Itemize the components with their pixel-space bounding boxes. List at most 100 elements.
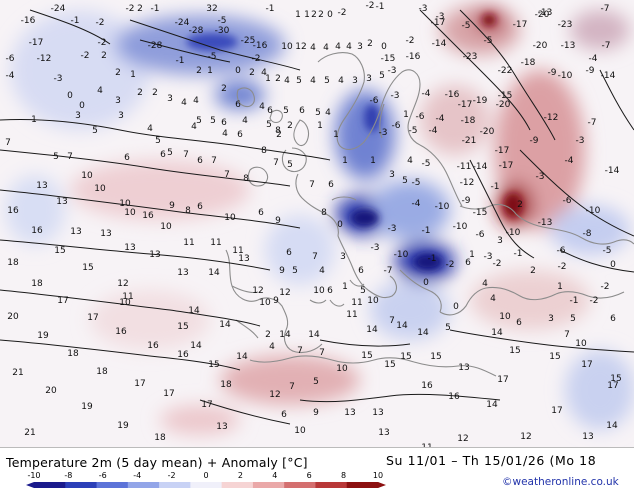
temperature-value-label: 3: [75, 111, 81, 121]
temperature-value-label: -17: [431, 18, 446, 28]
temperature-value-label: 7: [273, 158, 279, 168]
temperature-value-label: 1: [304, 10, 310, 20]
temperature-value-label: 14: [486, 400, 498, 410]
temperature-value-label: -1: [491, 182, 500, 192]
temperature-value-label: 8: [275, 126, 281, 136]
weather-map: -24 -2 2 -1 32 -1 1 1 2 2 0 -2 -2 -1 -3 -3 -13 -20 -7 -16 -1…: [0, 0, 634, 448]
temperature-value-label: 15: [610, 374, 621, 384]
temperature-value-label: -23: [463, 52, 478, 62]
temperature-value-label: 13: [344, 408, 355, 418]
temperature-value-label: 2: [152, 88, 158, 98]
temperature-value-label: 1: [130, 70, 136, 80]
temperature-value-label: 6: [327, 286, 333, 296]
temperature-value-label: -3: [391, 91, 400, 101]
temperature-value-label: 17: [163, 389, 174, 399]
temperature-value-label: 2: [287, 121, 293, 131]
value-labels: -24 -2 2 -1 32 -11 1 2 2 0 -2-2 -1 -3-3 -13-20-7-16 -1…: [5, 1, 622, 448]
temperature-value-label: 10: [336, 364, 348, 374]
temperature-value-label: 3: [115, 96, 121, 106]
temperature-value-label: -6: [557, 246, 566, 256]
temperature-value-label: 32: [206, 4, 217, 14]
colorbar-tick-label: 6: [307, 471, 312, 480]
temperature-value-label: 13: [458, 363, 469, 373]
temperature-value-label: -20: [533, 41, 548, 51]
temperature-value-label: 7: [183, 150, 189, 160]
temperature-value-label: 2: [115, 68, 121, 78]
temperature-value-label: 13: [582, 432, 593, 442]
temperature-value-label: 10: [281, 42, 293, 52]
temperature-value-label: 14: [417, 328, 429, 338]
temperature-value-label: -16: [253, 41, 268, 51]
temperature-value-label: 5: [196, 116, 202, 126]
temperature-value-label: 13: [177, 268, 188, 278]
temperature-value-label: -16: [406, 52, 421, 62]
colorbar-swatch: [96, 482, 129, 488]
temperature-value-label: 10: [575, 339, 587, 349]
temperature-value-label: 3: [167, 94, 173, 104]
temperature-value-label: 13: [238, 254, 249, 264]
temperature-value-label: -6: [563, 196, 572, 206]
temperature-value-label: -18: [461, 116, 476, 126]
temperature-value-label: 5: [313, 377, 319, 387]
legend-title: Temperature 2m (5 day mean) + Anomaly [°…: [6, 455, 308, 470]
temperature-value-label: 15: [509, 346, 520, 356]
temperature-value-label: 12: [295, 42, 306, 52]
temperature-value-label: -20: [535, 10, 550, 20]
temperature-value-label: -20: [480, 127, 495, 137]
temperature-value-label: -24: [175, 18, 190, 28]
temperature-value-label: -3: [371, 243, 380, 253]
temperature-value-label: 4: [97, 86, 103, 96]
temperature-value-label: -24: [51, 4, 66, 14]
temperature-value-label: -5: [603, 246, 612, 256]
temperature-value-label: 9: [273, 296, 279, 306]
colorbar-swatches: [26, 482, 386, 488]
temperature-value-label: 0: [79, 101, 85, 111]
temperature-value-label: 10: [313, 286, 325, 296]
temperature-value-label: 16: [7, 206, 19, 216]
temperature-value-label: 8: [261, 146, 267, 156]
temperature-value-label: 16: [147, 341, 159, 351]
temperature-value-label: 14: [188, 306, 200, 316]
temperature-value-label: -4: [565, 156, 574, 166]
temperature-value-label: 12: [252, 286, 263, 296]
temperature-value-label: -5: [208, 52, 217, 62]
temperature-value-label: 6: [299, 106, 305, 116]
temperature-value-label: 7: [319, 348, 325, 358]
colorbar-swatch: [34, 482, 66, 488]
temperature-value-label: 12: [457, 434, 468, 444]
temperature-value-label: 15: [208, 360, 219, 370]
temperature-value-label: 15: [549, 352, 560, 362]
temperature-value-label: -6: [6, 54, 15, 64]
temperature-value-label: 18: [154, 433, 166, 443]
temperature-value-label: 12: [117, 279, 128, 289]
temperature-value-label: -17: [29, 38, 44, 48]
temperature-value-label: 17: [551, 406, 562, 416]
temperature-value-label: -5: [462, 21, 471, 31]
temperature-value-label: -17: [499, 161, 514, 171]
temperature-value-label: 8: [243, 174, 249, 184]
temperature-value-label: 7: [309, 180, 315, 190]
temperature-value-label: 5: [266, 120, 272, 130]
temperature-value-label: 3: [548, 314, 554, 324]
temperature-value-label: -16: [21, 16, 36, 26]
temperature-value-label: 15: [54, 246, 65, 256]
temperature-value-label: -1: [376, 2, 385, 12]
temperature-value-label: -2: [366, 1, 375, 11]
temperature-value-label: 7: [289, 382, 295, 392]
temperature-value-label: 19: [117, 421, 129, 431]
temperature-value-label: 5: [402, 176, 408, 186]
temperature-value-label: 10: [124, 208, 136, 218]
temperature-value-label: -1: [570, 296, 579, 306]
temperature-value-label: 6: [160, 150, 166, 160]
temperature-value-label: 14: [279, 330, 291, 340]
legend-footer: Temperature 2m (5 day mean) + Anomaly [°…: [0, 448, 634, 490]
temperature-value-label: -1: [422, 226, 431, 236]
temperature-value-label: 10: [119, 199, 131, 209]
colorbar-tick-label: 4: [272, 471, 277, 480]
temperature-value-label: -4: [412, 199, 421, 209]
temperature-value-label: 9: [313, 408, 319, 418]
temperature-value-label: 6: [258, 208, 264, 218]
temperature-value-label: 1: [317, 121, 323, 131]
temperature-value-label: 0: [67, 91, 73, 101]
temperature-value-label: 2: [367, 39, 373, 49]
